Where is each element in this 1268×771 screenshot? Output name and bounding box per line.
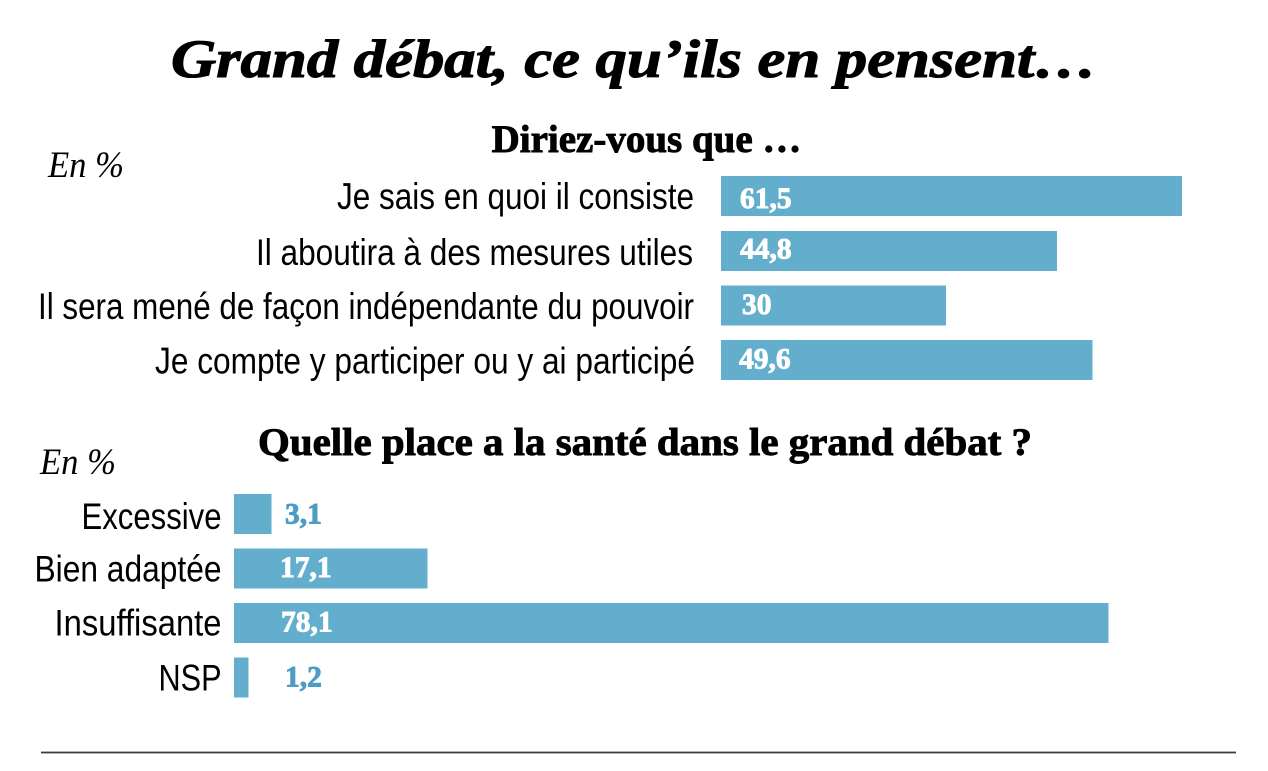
svg-text:Diriez-vous que …: Diriez-vous que … (492, 118, 802, 161)
svg-text:30: 30 (742, 289, 772, 321)
svg-text:Quelle place a la santé dans l: Quelle place a la santé dans le grand dé… (258, 421, 1032, 464)
svg-text:17,1: 17,1 (280, 552, 332, 584)
svg-text:1,2: 1,2 (285, 662, 322, 694)
svg-text:En %: En % (47, 145, 124, 186)
svg-text:78,1: 78,1 (281, 607, 333, 639)
svg-text:En %: En % (39, 442, 116, 483)
svg-text:Bien adaptée: Bien adaptée (35, 549, 222, 590)
svg-text:Je compte y participer ou y ai: Je compte y participer ou y ai participé (155, 340, 695, 381)
svg-text:Je sais en quoi il consiste: Je sais en quoi il consiste (337, 176, 694, 217)
svg-text:Excessive: Excessive (82, 496, 222, 537)
svg-text:49,6: 49,6 (739, 344, 791, 376)
svg-text:NSP: NSP (159, 657, 222, 698)
svg-text:61,5: 61,5 (740, 183, 792, 215)
svg-text:44,8: 44,8 (740, 234, 792, 266)
svg-text:3,1: 3,1 (285, 499, 322, 531)
svg-text:Grand débat, ce qu’ils en pens: Grand débat, ce qu’ils en pensent… (171, 29, 1097, 89)
svg-text:Il sera mené de façon indépend: Il sera mené de façon indépendante du po… (38, 286, 694, 327)
svg-text:Insuffisante: Insuffisante (55, 602, 222, 643)
svg-text:Il aboutira à des mesures util: Il aboutira à des mesures utiles (256, 232, 693, 273)
